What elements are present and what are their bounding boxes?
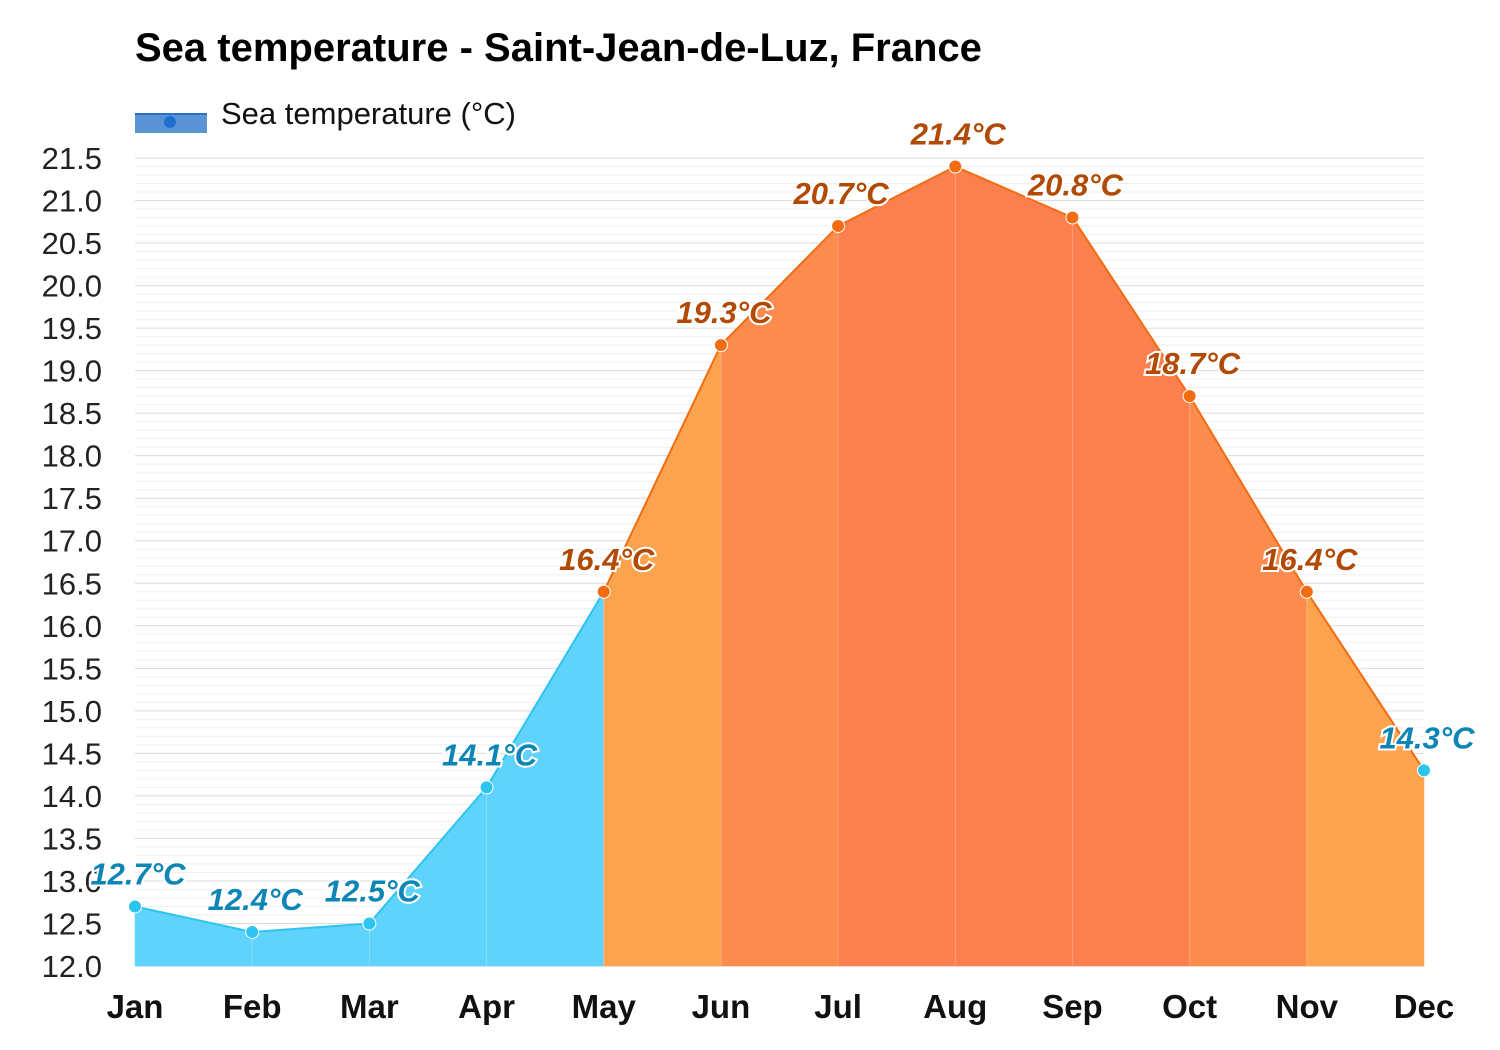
y-tick-label: 17.0 bbox=[42, 524, 102, 559]
data-point[interactable] bbox=[596, 584, 611, 599]
series-line-segment bbox=[134, 905, 253, 933]
y-tick-label: 14.5 bbox=[42, 736, 102, 771]
series-line-segment bbox=[252, 922, 370, 933]
y-tick-label: 12.0 bbox=[42, 949, 102, 984]
series-line-segment bbox=[1188, 395, 1308, 593]
data-point[interactable] bbox=[1065, 210, 1080, 225]
y-tick-label: 15.5 bbox=[42, 651, 102, 686]
y-tick-label: 20.0 bbox=[42, 269, 102, 304]
data-label: 16.4°C bbox=[559, 542, 655, 577]
data-label: 16.4°C bbox=[1262, 542, 1358, 577]
legend-label: Sea temperature (°C) bbox=[221, 96, 516, 131]
data-points bbox=[128, 159, 1431, 939]
area-segment bbox=[486, 590, 604, 967]
data-point[interactable] bbox=[479, 780, 494, 795]
y-tick-label: 14.0 bbox=[42, 779, 102, 814]
data-label: 20.8°C bbox=[1027, 168, 1124, 203]
data-label: 12.7°C bbox=[90, 856, 186, 891]
y-tick-label: 16.0 bbox=[42, 609, 102, 644]
series-line-segment bbox=[1071, 216, 1191, 397]
y-tick-label: 17.5 bbox=[42, 481, 102, 516]
area-segment bbox=[837, 166, 956, 967]
x-tick-label: May bbox=[572, 988, 637, 1025]
area-segment bbox=[1072, 216, 1190, 967]
data-point[interactable] bbox=[362, 916, 377, 931]
data-label: 21.4°C bbox=[910, 117, 1007, 152]
y-tick-label: 20.5 bbox=[42, 226, 102, 261]
series-line-segment bbox=[485, 591, 605, 788]
x-tick-label: Jul bbox=[814, 988, 862, 1025]
y-tick-label: 21.0 bbox=[42, 184, 102, 219]
data-labels: 12.7°C 12.4°C 12.5°C 14.1°C 16.4°C 19.3°C 20.7… bbox=[88, 115, 1477, 919]
x-tick-label: Oct bbox=[1162, 988, 1217, 1025]
x-tick-label: Apr bbox=[458, 988, 515, 1025]
area-segment bbox=[1306, 590, 1425, 967]
y-tick-label: 15.0 bbox=[42, 694, 102, 729]
y-tick-label: 18.0 bbox=[42, 439, 102, 474]
data-label: 18.7°C bbox=[1145, 346, 1241, 381]
y-tick-label: 16.5 bbox=[42, 566, 102, 601]
series-line-segment bbox=[837, 165, 956, 227]
x-tick-label: Aug bbox=[923, 988, 987, 1025]
area-segment bbox=[720, 225, 839, 967]
data-point[interactable] bbox=[1299, 584, 1314, 599]
data-label: 14.3°C bbox=[1379, 720, 1475, 755]
data-label: 14.1°C bbox=[442, 737, 538, 772]
series-line-segment bbox=[368, 786, 488, 925]
y-axis-ticks: 12.0 12.5 13.0 13.5 14.0 14.5 15.0 15.5 16.0 16.5… bbox=[42, 141, 102, 984]
legend[interactable]: Sea temperature (°C) bbox=[135, 92, 516, 136]
series-line bbox=[134, 165, 1425, 933]
y-tick-label: 13.5 bbox=[42, 821, 102, 856]
data-point[interactable] bbox=[245, 924, 260, 939]
data-point[interactable] bbox=[948, 159, 963, 174]
x-tick-label: Nov bbox=[1276, 988, 1339, 1025]
x-axis-ticks: Jan Feb Mar Apr May Jun Jul Aug Sep Oct Nov Dec bbox=[107, 988, 1455, 1025]
chart-title: Sea temperature - Saint-Jean-de-Luz, Fra… bbox=[135, 26, 982, 70]
x-tick-label: Jan bbox=[107, 988, 164, 1025]
data-point[interactable] bbox=[1417, 763, 1431, 778]
data-point[interactable] bbox=[128, 899, 142, 914]
data-label: 19.3°C bbox=[676, 295, 772, 330]
x-tick-label: Dec bbox=[1394, 988, 1455, 1025]
y-tick-label: 21.5 bbox=[42, 141, 102, 176]
y-tick-label: 18.5 bbox=[42, 396, 102, 431]
x-tick-label: Jun bbox=[692, 988, 751, 1025]
data-label: 20.7°C bbox=[793, 176, 890, 211]
series-line-segment bbox=[1305, 591, 1425, 771]
x-tick-label: Feb bbox=[223, 988, 282, 1025]
y-tick-label: 19.0 bbox=[42, 354, 102, 389]
x-tick-label: Sep bbox=[1042, 988, 1103, 1025]
series-line-segment bbox=[720, 225, 839, 346]
y-tick-label: 13.0 bbox=[42, 864, 102, 899]
y-tick-label: 12.5 bbox=[42, 906, 102, 941]
legend-swatch-icon bbox=[135, 103, 207, 133]
data-point[interactable] bbox=[1182, 389, 1197, 404]
data-point[interactable] bbox=[713, 338, 728, 353]
series-line-segment bbox=[602, 344, 722, 593]
area-segment bbox=[955, 166, 1073, 967]
x-tick-label: Mar bbox=[340, 988, 399, 1025]
data-point[interactable] bbox=[831, 219, 846, 234]
data-label: 12.4°C bbox=[208, 882, 304, 917]
series-line-segment bbox=[954, 165, 1073, 219]
data-label: 12.5°C bbox=[325, 873, 421, 908]
area-fills bbox=[134, 166, 1425, 967]
y-tick-label: 19.5 bbox=[42, 311, 102, 346]
